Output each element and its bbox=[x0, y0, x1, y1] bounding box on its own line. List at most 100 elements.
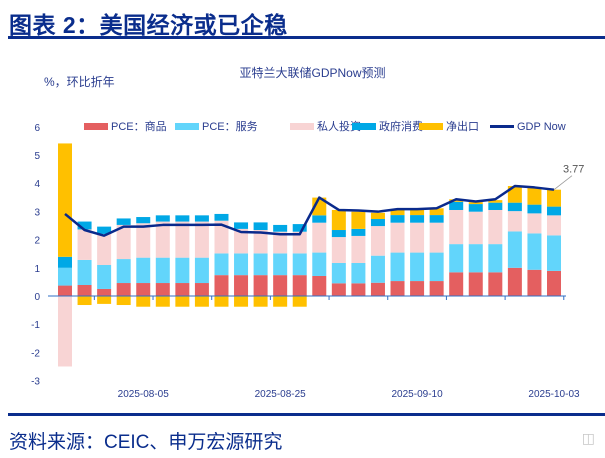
chart-title: 亚特兰大联储GDPNow预测 bbox=[239, 66, 386, 80]
bar-segment bbox=[155, 221, 170, 258]
bar-segment bbox=[273, 253, 288, 276]
bar-segment bbox=[194, 215, 209, 222]
x-tick-label: 2025-08-05 bbox=[118, 389, 170, 400]
bar-segment bbox=[214, 220, 229, 254]
bar-segment bbox=[136, 296, 151, 307]
bar-segment bbox=[527, 233, 542, 270]
bar-segment bbox=[527, 187, 542, 205]
legend-swatch bbox=[84, 123, 108, 130]
bar-segment bbox=[331, 283, 346, 296]
bar-segment bbox=[390, 215, 405, 223]
bar-segment bbox=[214, 296, 229, 307]
bar-segment bbox=[488, 209, 503, 245]
bar-segment bbox=[77, 285, 92, 296]
bar-segment bbox=[58, 296, 72, 367]
bar-segment bbox=[488, 200, 503, 203]
bar-segment bbox=[77, 221, 92, 230]
source-note: 资料来源：CEIC、申万宏源研究 bbox=[9, 432, 283, 453]
bar-segment bbox=[214, 275, 229, 296]
bar-segment bbox=[97, 226, 112, 234]
y-tick-label: -2 bbox=[31, 348, 40, 359]
bar-segment bbox=[234, 296, 249, 307]
legend-swatch bbox=[175, 123, 199, 130]
bar-segment bbox=[116, 218, 131, 225]
bar-segment bbox=[351, 235, 366, 264]
bar-segment bbox=[331, 237, 346, 264]
bar-segment bbox=[58, 256, 72, 268]
legend-swatch bbox=[419, 123, 443, 130]
bar-segment bbox=[234, 222, 249, 229]
bar-segment bbox=[273, 275, 288, 296]
bar-segment bbox=[292, 296, 307, 307]
bar-segment bbox=[155, 257, 170, 284]
gdpnow-line bbox=[64, 184, 555, 237]
y-tick-label: 3 bbox=[34, 207, 40, 218]
bar-segment bbox=[194, 296, 209, 307]
bar-segment bbox=[370, 219, 385, 227]
bar-segment bbox=[449, 201, 464, 210]
bar-segment bbox=[97, 296, 112, 304]
y-tick-label: -3 bbox=[31, 377, 40, 388]
y-tick-label: 2 bbox=[34, 236, 40, 247]
bar-segment bbox=[292, 224, 307, 232]
bar-segment bbox=[58, 267, 72, 286]
bar-segment bbox=[468, 244, 483, 273]
bar-segment bbox=[234, 275, 249, 296]
bar-segment bbox=[312, 252, 327, 276]
x-tick-label: 2025-09-10 bbox=[392, 389, 444, 400]
bar-segment bbox=[253, 275, 268, 296]
legend-label: PCE：商品 bbox=[111, 119, 167, 133]
bar-segment bbox=[58, 285, 72, 296]
bar-segment bbox=[390, 209, 405, 216]
bar-segment bbox=[175, 283, 190, 296]
bar-segment bbox=[410, 209, 425, 216]
bar-segment bbox=[488, 272, 503, 296]
bar-segment bbox=[116, 296, 131, 306]
bar-segment bbox=[253, 296, 268, 307]
bar-segment bbox=[507, 267, 522, 296]
bar-segment bbox=[273, 231, 288, 254]
bar-segment bbox=[449, 244, 464, 273]
legend-swatch bbox=[290, 123, 314, 130]
bar-segment bbox=[547, 235, 561, 271]
bar-segment bbox=[507, 202, 522, 212]
bar-segment bbox=[429, 281, 444, 296]
bar-segment bbox=[194, 283, 209, 296]
bar-segment bbox=[527, 213, 542, 234]
bar-segment bbox=[214, 213, 229, 221]
bar-segment bbox=[468, 202, 483, 205]
bar-segment bbox=[292, 253, 307, 276]
bar-segment bbox=[214, 253, 229, 276]
bar-segment bbox=[312, 222, 327, 253]
footer-rule bbox=[8, 413, 605, 416]
y-tick-label: 1 bbox=[34, 264, 40, 275]
bar-segment bbox=[410, 215, 425, 223]
bar-segment bbox=[312, 275, 327, 296]
watermark-logo: ◫ bbox=[581, 430, 595, 446]
bar-segment bbox=[547, 270, 561, 296]
bar-segment bbox=[370, 212, 385, 220]
y-tick-label: 0 bbox=[34, 292, 40, 303]
bar-segment bbox=[253, 253, 268, 276]
bar-segment bbox=[351, 228, 366, 236]
bar-segment bbox=[273, 296, 288, 307]
bar-segment bbox=[390, 252, 405, 282]
bar-segment bbox=[136, 257, 151, 284]
x-tick-label: 2025-08-25 bbox=[255, 389, 307, 400]
bar-segment bbox=[136, 283, 151, 296]
bar-segment bbox=[468, 211, 483, 245]
bar-segment bbox=[175, 257, 190, 284]
bar-segment bbox=[116, 224, 131, 260]
legend-label: 私人投资 bbox=[317, 119, 361, 133]
bar-segment bbox=[136, 217, 151, 224]
bar-segment bbox=[429, 222, 444, 253]
bar-segment bbox=[370, 282, 385, 296]
y-tick-label: 6 bbox=[34, 123, 40, 134]
y-tick-label: 4 bbox=[34, 179, 40, 190]
bar-segment bbox=[429, 215, 444, 223]
bar-segment bbox=[312, 215, 327, 223]
bar-segment bbox=[273, 224, 288, 232]
bar-segment bbox=[292, 231, 307, 254]
bar-segment bbox=[331, 263, 346, 284]
